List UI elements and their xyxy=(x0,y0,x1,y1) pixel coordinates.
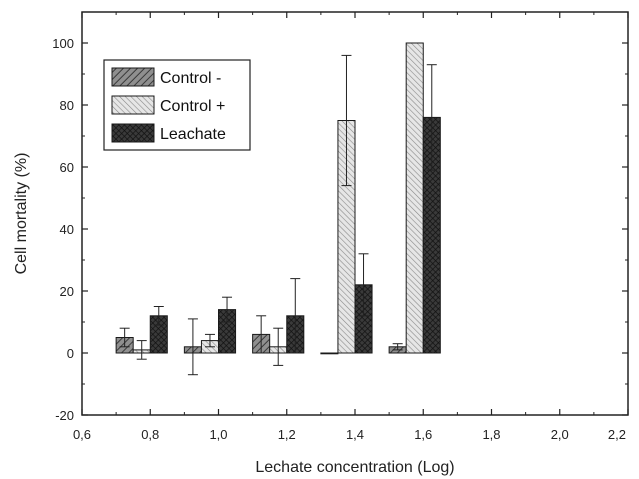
x-tick-label: 0,6 xyxy=(73,427,91,442)
legend-item: Control + xyxy=(111,95,225,115)
error-bar-2-4 xyxy=(426,64,437,171)
error-bar-2-2 xyxy=(290,278,301,354)
y-tick-label: 20 xyxy=(60,284,74,299)
x-tick-label: 1,2 xyxy=(278,427,296,442)
legend: Control - Control + Leachate xyxy=(103,59,251,151)
legend-swatch xyxy=(111,67,155,87)
y-tick-label: 60 xyxy=(60,160,74,175)
bar-control-4 xyxy=(405,42,424,354)
legend-item: Control - xyxy=(111,67,221,87)
error-bar-1-2 xyxy=(273,327,284,366)
legend-label: Leachate xyxy=(160,126,226,143)
error-bars-layer xyxy=(119,54,437,376)
legend-swatch xyxy=(111,123,155,143)
legend-swatch xyxy=(111,95,155,115)
y-tick-label: 0 xyxy=(67,346,74,361)
error-bar-0-0 xyxy=(119,327,130,348)
x-tick-label: 2,2 xyxy=(608,427,626,442)
legend-label: Control - xyxy=(160,70,221,87)
error-bar-2-1 xyxy=(222,296,233,323)
y-tick-label: 40 xyxy=(60,222,74,237)
y-axis-title: Cell mortality (%) xyxy=(13,153,30,275)
x-tick-label: 1,8 xyxy=(482,427,500,442)
error-bar-2-0 xyxy=(153,306,164,326)
y-tick-label: -20 xyxy=(55,408,74,423)
error-bar-0-1 xyxy=(187,318,198,376)
bar-control-3 xyxy=(320,352,339,355)
x-tick-label: 1,0 xyxy=(209,427,227,442)
legend-item: Leachate xyxy=(111,123,226,143)
error-bar-0-4 xyxy=(392,343,403,351)
y-tick-label: 80 xyxy=(60,98,74,113)
x-tick-label: 0,8 xyxy=(141,427,159,442)
error-bar-0-2 xyxy=(256,315,267,354)
error-bar-2-3 xyxy=(358,253,369,317)
x-tick-label: 2,0 xyxy=(551,427,569,442)
x-tick-label: 1,4 xyxy=(346,427,364,442)
ticks-layer: 0,6 0,8 1,0 1,2 1,4 1,6 1,8 2,0 2,2 -20 0 20 40 60 80 1… xyxy=(52,12,629,442)
legend-label: Control + xyxy=(160,98,225,115)
y-tick-label: 100 xyxy=(52,36,74,51)
error-bar-1-3 xyxy=(341,54,352,187)
error-bar-1-1 xyxy=(204,333,215,348)
x-tick-label: 1,6 xyxy=(414,427,432,442)
x-axis-title: Lechate concentration (Log) xyxy=(255,459,454,476)
error-bar-1-0 xyxy=(136,340,147,360)
